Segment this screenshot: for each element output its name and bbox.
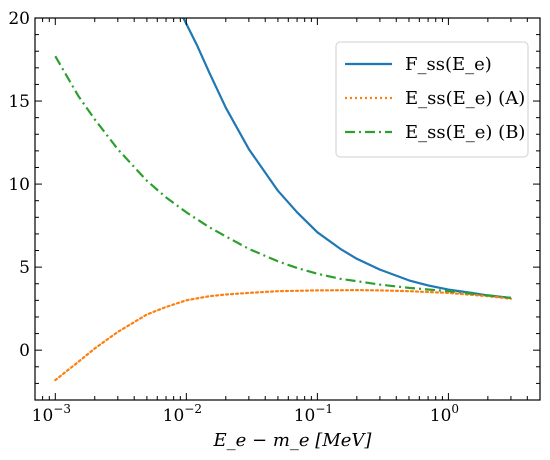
y-tick-label: 0 [19,341,30,361]
y-tick-label: 5 [19,258,30,278]
series-layer [54,18,512,382]
legend-box [335,41,529,158]
plot-frame [34,17,541,401]
x-axis-label: E_e − m_e [MeV] [213,430,373,451]
ticks-layer: 0 5 10 15 20 10−3 10−2 10−1 100 [8,9,541,426]
y-tick-label: 15 [8,92,30,112]
legend-entry-1: F_ss(E_e) [405,54,492,75]
y-tick-label: 20 [8,9,30,29]
series-line-2 [54,289,512,382]
x-tick-label: 100 [430,402,459,426]
legend-entry-3: E_ss(E_e) (B) [405,122,525,143]
x-tick-label: 10−2 [163,402,202,426]
series-line-3 [54,55,512,299]
x-tick-label: 10−3 [32,402,71,426]
x-tick-label: 10−1 [294,402,333,426]
y-tick-label: 10 [8,175,30,195]
series-line-1 [182,18,512,299]
legend-entry-2: E_ss(E_e) (A) [405,88,525,109]
legend: F_ss(E_e) E_ss(E_e) (A) E_ss(E_e) (B) [335,41,529,158]
